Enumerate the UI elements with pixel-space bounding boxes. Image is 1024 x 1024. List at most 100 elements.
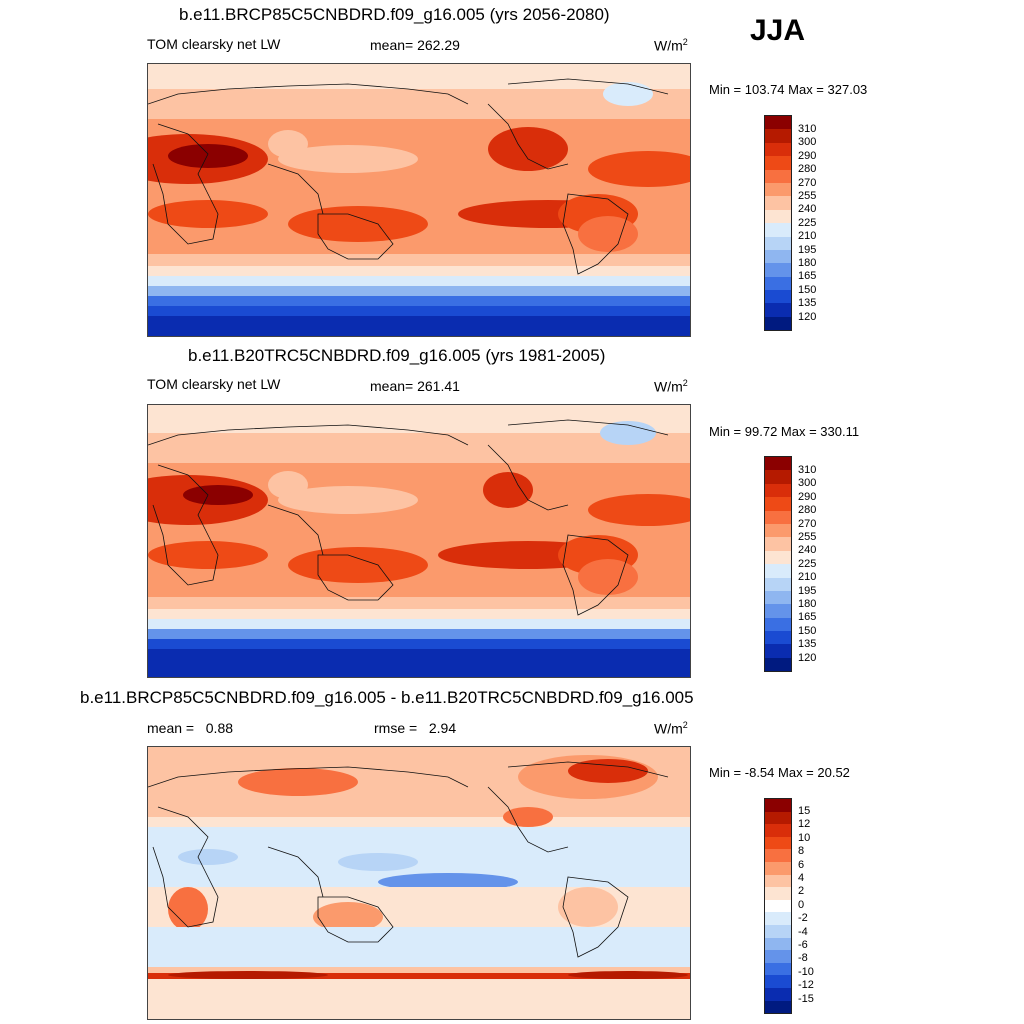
colorbar-tick: 270 bbox=[798, 176, 817, 189]
colorbar-tick: 210 bbox=[798, 571, 817, 584]
colorbar-tick: 180 bbox=[798, 257, 817, 269]
colorbar-tick: 300 bbox=[798, 136, 817, 149]
colorbar-tick: 225 bbox=[798, 216, 817, 229]
panel2-mean: mean= 261.41 bbox=[370, 378, 460, 394]
panel1-mean: mean= 262.29 bbox=[370, 37, 460, 53]
panel3-rmse: rmse = 2.94 bbox=[374, 720, 457, 736]
colorbar-swatch bbox=[765, 236, 791, 250]
colorbar-tick: 225 bbox=[798, 557, 817, 570]
panel1-colorbar bbox=[764, 115, 792, 332]
colorbar-swatch bbox=[765, 849, 791, 862]
panel2-minmax: Min = 99.72 Max = 330.11 bbox=[709, 424, 860, 439]
season-label: JJA bbox=[750, 14, 806, 47]
colorbar-swatch bbox=[765, 950, 791, 963]
colorbar-tick: 135 bbox=[798, 638, 817, 651]
colorbar-swatch bbox=[765, 799, 791, 812]
colorbar-swatch bbox=[765, 887, 791, 900]
colorbar-tick: 290 bbox=[798, 490, 817, 503]
colorbar-swatch bbox=[765, 975, 791, 988]
colorbar-tick: 4 bbox=[798, 872, 805, 884]
colorbar-tick: 150 bbox=[798, 624, 817, 637]
colorbar-swatch bbox=[765, 987, 791, 1001]
colorbar-swatch bbox=[765, 249, 791, 264]
colorbar-swatch bbox=[765, 874, 791, 888]
colorbar-swatch bbox=[765, 924, 791, 938]
colorbar-tick: 165 bbox=[798, 270, 817, 283]
colorbar-tick: 6 bbox=[798, 858, 805, 871]
panel2-variable: TOM clearsky net LW bbox=[147, 376, 281, 392]
colorbar-swatch bbox=[765, 1000, 791, 1014]
colorbar-swatch bbox=[765, 836, 791, 850]
colorbar-tick: -8 bbox=[798, 952, 808, 965]
colorbar-swatch bbox=[765, 209, 791, 224]
colorbar-swatch bbox=[765, 604, 791, 618]
colorbar-swatch bbox=[765, 510, 791, 524]
colorbar-tick: 240 bbox=[798, 544, 817, 557]
colorbar-tick: 310 bbox=[798, 123, 817, 135]
panel1-title: b.e11.BRCP85C5CNBDRD.f09_g16.005 (yrs 20… bbox=[179, 5, 610, 24]
colorbar-swatch bbox=[765, 223, 791, 237]
colorbar-tick: 280 bbox=[798, 163, 817, 176]
colorbar-tick: 240 bbox=[798, 203, 817, 216]
colorbar-swatch bbox=[765, 912, 791, 925]
colorbar-tick: 210 bbox=[798, 230, 817, 243]
colorbar-swatch bbox=[765, 564, 791, 578]
panel2-colorbar bbox=[764, 456, 792, 673]
colorbar-swatch bbox=[765, 290, 791, 304]
colorbar-swatch bbox=[765, 550, 791, 565]
colorbar-swatch bbox=[765, 899, 791, 913]
colorbar-swatch bbox=[765, 156, 791, 170]
colorbar-swatch bbox=[765, 470, 791, 484]
colorbar-swatch bbox=[765, 497, 791, 511]
colorbar-tick: -4 bbox=[798, 925, 808, 938]
colorbar-tick: -2 bbox=[798, 912, 808, 925]
colorbar-tick: 195 bbox=[798, 243, 817, 256]
colorbar-swatch bbox=[765, 937, 791, 951]
panel1-units: W/m2 bbox=[654, 37, 688, 54]
panel1-variable: TOM clearsky net LW bbox=[147, 36, 281, 52]
colorbar-tick: 165 bbox=[798, 611, 817, 624]
panel1-map bbox=[147, 63, 691, 337]
colorbar-swatch bbox=[765, 962, 791, 976]
colorbar-tick: -12 bbox=[798, 979, 814, 992]
colorbar-tick: 255 bbox=[798, 531, 817, 543]
colorbar-tick: 195 bbox=[798, 584, 817, 597]
panel2-title: b.e11.B20TRC5CNBDRD.f09_g16.005 (yrs 198… bbox=[188, 346, 606, 365]
colorbar-swatch bbox=[765, 182, 791, 197]
colorbar-swatch bbox=[765, 824, 791, 837]
colorbar-swatch bbox=[765, 590, 791, 605]
colorbar-swatch bbox=[765, 657, 791, 672]
colorbar-tick: 300 bbox=[798, 477, 817, 490]
colorbar-swatch bbox=[765, 169, 791, 183]
colorbar-swatch bbox=[765, 631, 791, 645]
colorbar-tick: -6 bbox=[798, 939, 808, 951]
colorbar-tick: -10 bbox=[798, 965, 814, 978]
colorbar-tick: 0 bbox=[798, 898, 805, 911]
colorbar-tick: 120 bbox=[798, 310, 817, 323]
colorbar-swatch bbox=[765, 861, 791, 875]
panel2-units: W/m2 bbox=[654, 378, 688, 395]
colorbar-tick: 135 bbox=[798, 297, 817, 310]
colorbar-tick: 150 bbox=[798, 283, 817, 296]
colorbar-swatch bbox=[765, 577, 791, 591]
colorbar-tick: 255 bbox=[798, 190, 817, 202]
colorbar-swatch bbox=[765, 316, 791, 331]
colorbar-tick: -15 bbox=[798, 992, 814, 1005]
colorbar-swatch bbox=[765, 116, 791, 130]
colorbar-swatch bbox=[765, 303, 791, 317]
panel2-map bbox=[147, 404, 691, 678]
colorbar-swatch bbox=[765, 483, 791, 498]
colorbar-tick: 280 bbox=[798, 504, 817, 517]
panel3-colorbar bbox=[764, 798, 792, 1015]
colorbar-tick: 310 bbox=[798, 464, 817, 476]
colorbar-swatch bbox=[765, 129, 791, 143]
panel3-units: W/m2 bbox=[654, 720, 688, 737]
colorbar-tick: 270 bbox=[798, 517, 817, 530]
colorbar-tick: 180 bbox=[798, 598, 817, 610]
colorbar-tick: 2 bbox=[798, 885, 805, 898]
colorbar-swatch bbox=[765, 523, 791, 538]
panel1-minmax: Min = 103.74 Max = 327.03 bbox=[709, 82, 868, 97]
colorbar-tick: 120 bbox=[798, 651, 817, 664]
colorbar-tick: 10 bbox=[798, 831, 811, 844]
panel3-minmax: Min = -8.54 Max = 20.52 bbox=[709, 765, 850, 780]
